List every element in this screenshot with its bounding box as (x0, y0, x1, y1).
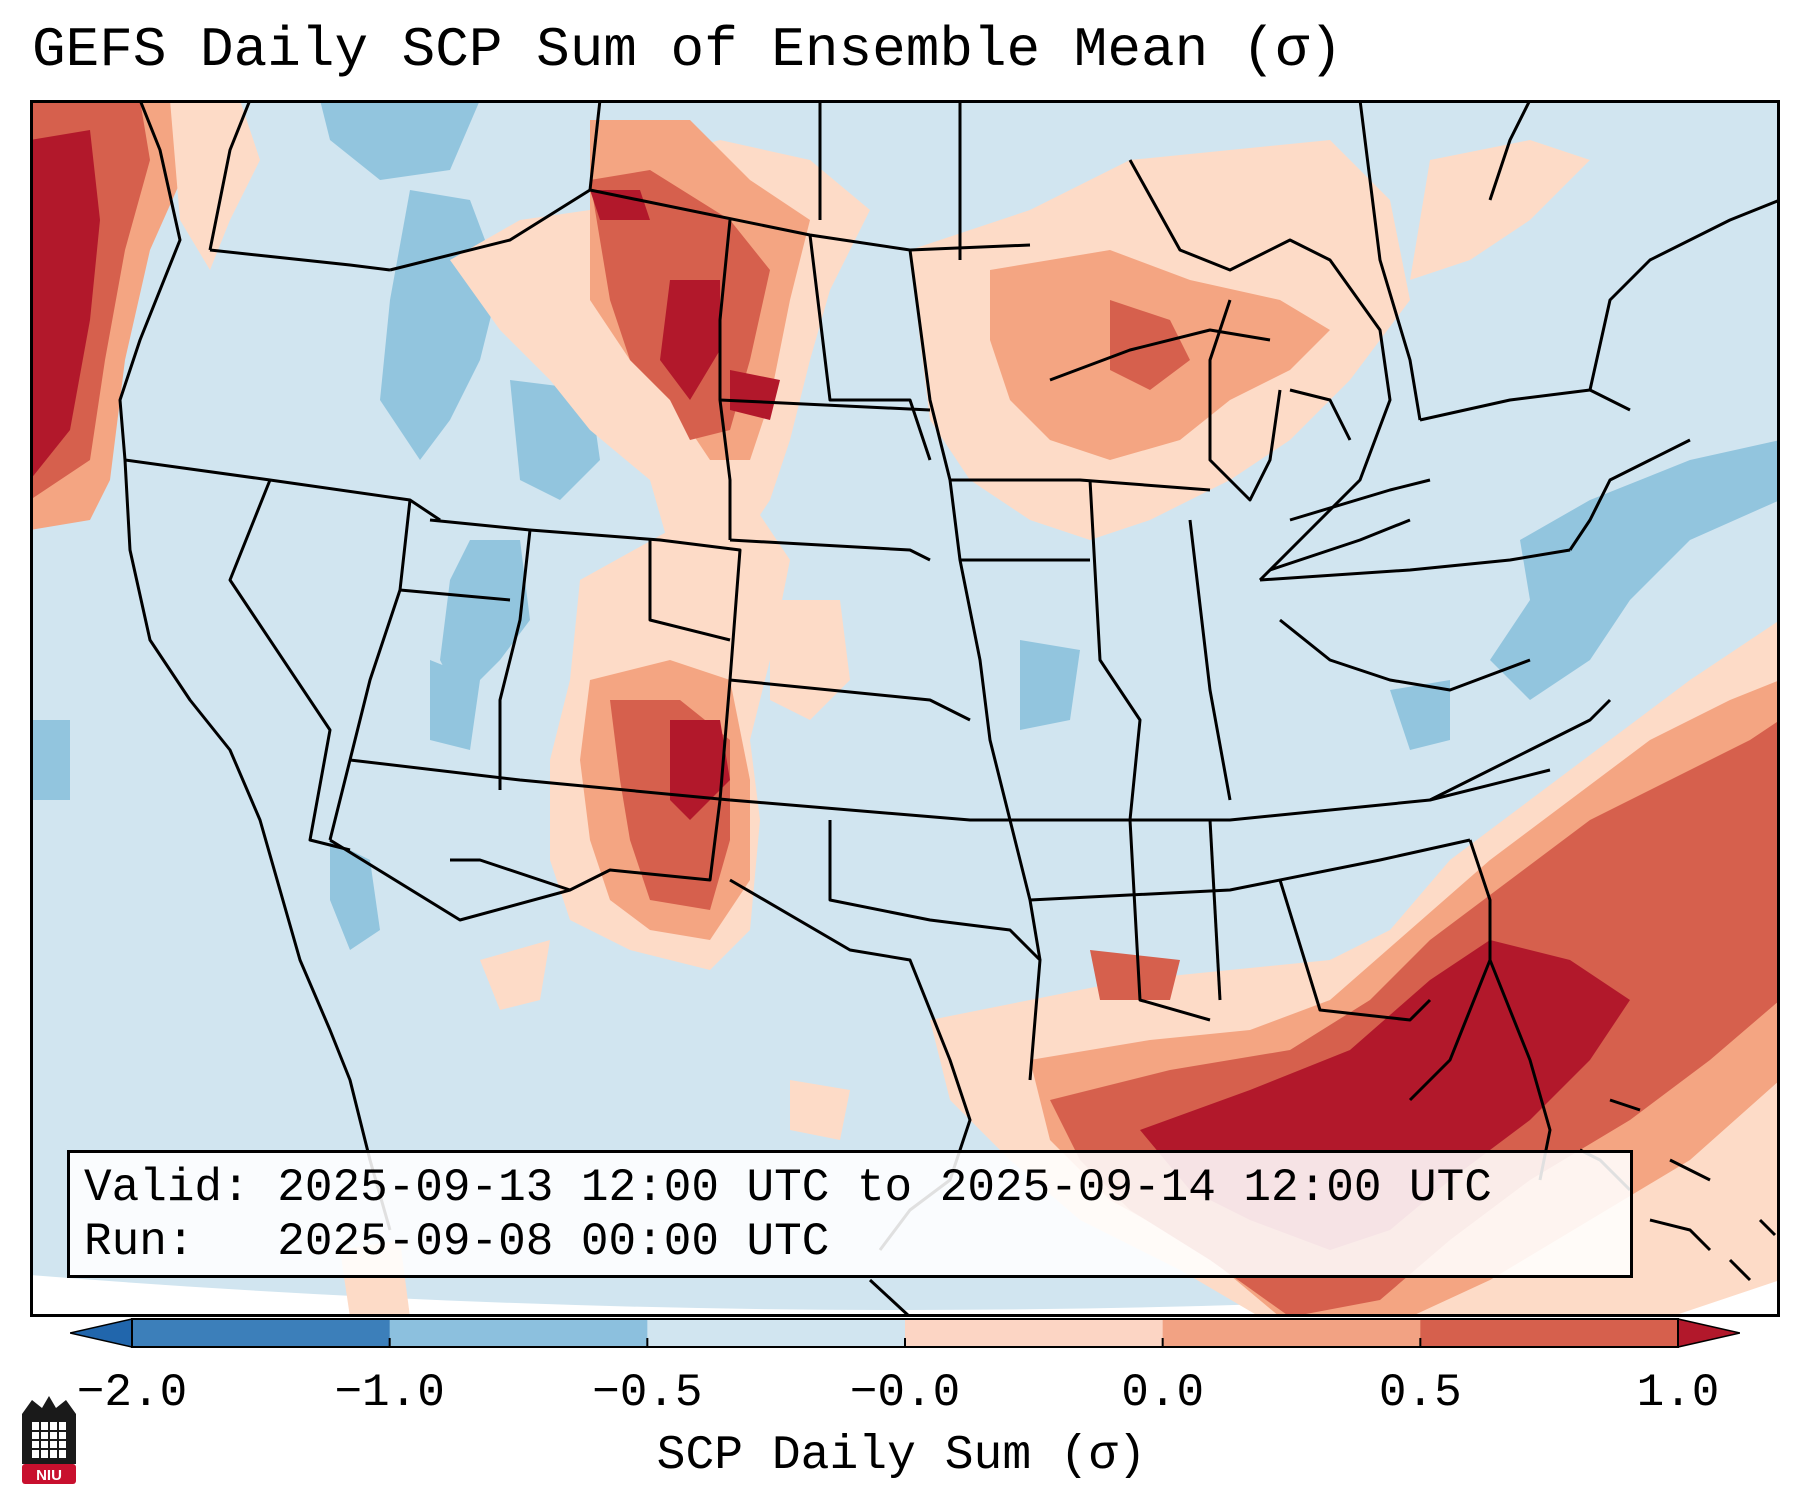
colorbar-tick-labels: −2.0 −1.0 −0.5 −0.0 0.0 0.5 1.0 (0, 1370, 1803, 1420)
valid-label: Valid: (84, 1162, 250, 1214)
niu-logo-text: NIU (36, 1467, 62, 1484)
niu-logo: NIU (20, 1394, 78, 1486)
colorbar-segment (1162, 1319, 1421, 1347)
run-label: Run: (84, 1216, 195, 1268)
valid-row: Valid: 2025-09-13 12:00 UTC to 2025-09-1… (84, 1161, 1616, 1215)
colorbar-segment (132, 1319, 391, 1347)
colorbar-tick-label: 0.5 (1378, 1367, 1462, 1419)
run-value: 2025-09-08 00:00 UTC (277, 1216, 830, 1268)
colorbar-under-arrow (69, 1318, 133, 1348)
niu-logo-icon: NIU (22, 1396, 76, 1484)
colorbar-label: SCP Daily Sum (σ) (656, 1429, 1147, 1483)
map-frame (30, 100, 1780, 1317)
colorbar-tick-label: 1.0 (1636, 1367, 1720, 1419)
anomaly-pacific-nw (30, 100, 260, 530)
colorbar-segment (389, 1319, 648, 1347)
run-row: Run: 2025-09-08 00:00 UTC (84, 1215, 1616, 1269)
colorbar (69, 1318, 1741, 1348)
map-panel (30, 100, 1780, 1317)
colorbar-tick-label: −0.0 (849, 1367, 961, 1419)
chart-title: GEFS Daily SCP Sum of Ensemble Mean (σ) (32, 18, 1343, 82)
anomaly-gulf-atlantic (930, 620, 1780, 1317)
colorbar-tick-label: −1.0 (334, 1367, 445, 1419)
anomaly-blue-patches (30, 100, 1780, 950)
colorbar-tick-label: 0.0 (1121, 1367, 1205, 1419)
anomaly-great-lakes (910, 140, 1590, 540)
colorbar-segment (647, 1319, 906, 1347)
colorbar-svg (69, 1318, 1741, 1348)
boundary-lines (118, 100, 1780, 1317)
colorbar-segment (1420, 1319, 1679, 1347)
colorbar-segment (905, 1319, 1164, 1347)
validity-info-box: Valid: 2025-09-13 12:00 UTC to 2025-09-1… (67, 1150, 1633, 1278)
scp-map (30, 100, 1780, 1317)
anomaly-northern-plains (450, 120, 870, 600)
valid-value: 2025-09-13 12:00 UTC to 2025-09-14 12:00… (277, 1162, 1492, 1214)
colorbar-tick-label: −0.5 (592, 1367, 703, 1419)
colorbar-over-arrow (1677, 1318, 1741, 1348)
colorbar-tick-label: −2.0 (76, 1367, 188, 1419)
